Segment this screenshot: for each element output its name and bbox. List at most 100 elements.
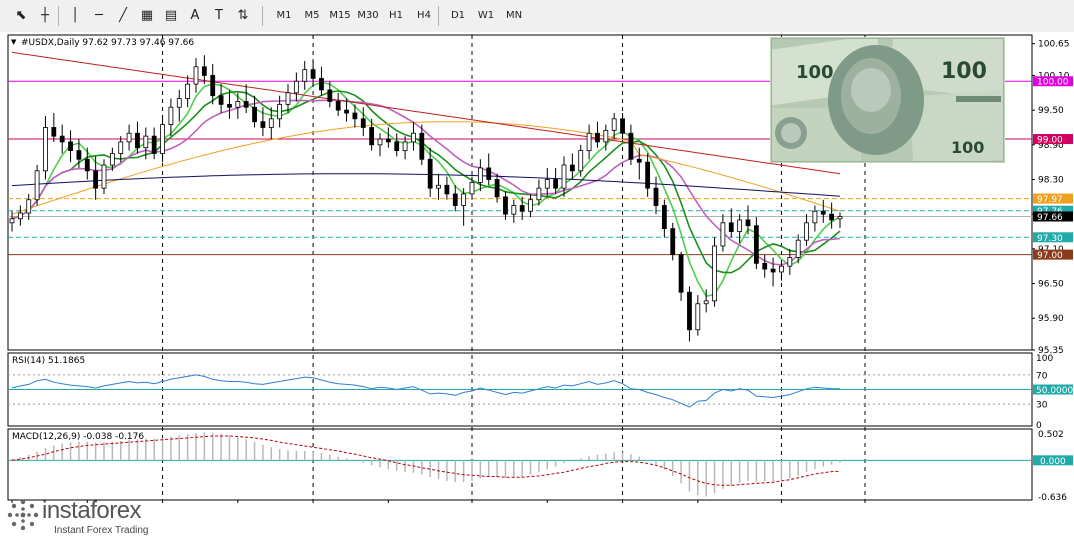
- moving-average-13-line: [11, 99, 841, 266]
- candle-body: [678, 254, 684, 293]
- timeframe-button-h1[interactable]: H1: [389, 10, 403, 21]
- candle-body: [327, 89, 333, 102]
- macd-signal-line: [11, 435, 841, 486]
- svg-text:100: 100: [941, 59, 987, 84]
- rsi-tick-label: 0: [1036, 421, 1042, 431]
- candle-body: [645, 161, 651, 189]
- price-level-tag: [1033, 134, 1073, 145]
- candle-body: [260, 121, 266, 128]
- candle-body: [268, 118, 274, 128]
- timeframe-button-m5[interactable]: M5: [304, 10, 320, 21]
- brand-name: instaforex: [42, 497, 142, 524]
- cursor-icon[interactable]: ⬉: [15, 8, 27, 23]
- candle-body: [126, 132, 132, 143]
- candle-body: [812, 210, 818, 224]
- timeframe-button-m1[interactable]: M1: [276, 10, 292, 21]
- candle-body: [319, 77, 324, 91]
- channel-icon[interactable]: ▤: [164, 8, 178, 23]
- candle-body: [51, 127, 57, 137]
- price-level-label: 97.00: [1037, 251, 1063, 261]
- price-level-label: 99.00: [1037, 136, 1063, 146]
- candle-body: [636, 158, 642, 163]
- text-icon[interactable]: A: [190, 8, 200, 23]
- macd-label: MACD(12,26,9) -0.038 -0.176: [12, 432, 144, 442]
- price-level-tag: [1033, 76, 1073, 87]
- timeframe-button-w1[interactable]: W1: [477, 10, 495, 21]
- candle-body: [59, 135, 65, 143]
- price-level-tag: [1033, 193, 1073, 204]
- candle-body: [310, 69, 316, 79]
- candle-body: [118, 141, 124, 154]
- rsi-tick-label: 100: [1036, 354, 1053, 364]
- candle-body: [168, 106, 174, 125]
- candle-body: [210, 75, 216, 97]
- candle-body: [536, 187, 542, 201]
- candle-body: [762, 262, 768, 270]
- crosshair-icon[interactable]: ┼: [41, 8, 49, 23]
- candle-body: [461, 193, 467, 206]
- svg-text:100: 100: [951, 138, 984, 157]
- candle-body: [402, 141, 408, 151]
- candle-body: [235, 101, 241, 108]
- candle-body: [569, 164, 575, 172]
- candle-body: [795, 239, 801, 258]
- timeframe-button-h4[interactable]: H4: [417, 10, 431, 21]
- candle-body: [586, 132, 592, 151]
- price-tick-label: 100.65: [1038, 40, 1070, 50]
- price-level-tag: [1033, 232, 1073, 243]
- candle-body: [360, 118, 366, 128]
- vertical-line-icon[interactable]: │: [71, 8, 79, 23]
- rsi-tick-label: 50.0000: [1036, 386, 1073, 396]
- candle-body: [227, 103, 232, 108]
- candle-body: [9, 218, 15, 224]
- macd-tick-label: -0.636: [1038, 493, 1067, 503]
- candle-body: [344, 109, 349, 114]
- candle-body: [285, 92, 291, 105]
- candle-body: [494, 179, 500, 198]
- candle-body: [528, 199, 533, 212]
- candle-body: [34, 170, 40, 201]
- price-level-label: 100.00: [1037, 78, 1069, 88]
- brand-tagline: Instant Forex Trading: [54, 525, 149, 536]
- candle-body: [68, 141, 73, 151]
- rsi-tick-label: 70: [1036, 371, 1048, 381]
- candle-body: [176, 98, 182, 108]
- candle-body: [277, 103, 283, 120]
- candle-body: [93, 170, 99, 189]
- candle-body: [519, 205, 525, 212]
- candle-body: [703, 300, 709, 305]
- timeframe-button-mn[interactable]: MN: [505, 10, 523, 21]
- price-tick-label: 95.35: [1038, 346, 1064, 356]
- trendline-icon[interactable]: ╱: [119, 8, 127, 23]
- horizontal-line-icon[interactable]: ─: [95, 8, 103, 23]
- candle-body: [385, 138, 391, 143]
- toolbar-separator: [438, 6, 439, 26]
- price-tick-label: 96.50: [1038, 280, 1064, 290]
- macd-zero-tag: [1033, 455, 1073, 466]
- arrows-icon[interactable]: ⇅: [237, 8, 249, 23]
- candle-body: [820, 210, 826, 215]
- candle-body: [779, 265, 784, 273]
- candle-body: [661, 205, 667, 230]
- price-tick-label: 99.50: [1038, 106, 1064, 116]
- fibonacci-icon[interactable]: ▦: [140, 8, 154, 23]
- candle-body: [76, 150, 82, 160]
- text-label-icon[interactable]: T: [215, 8, 223, 23]
- chart-window[interactable]: 100.65100.1099.5098.9098.3097.7097.1096.…: [0, 32, 1074, 536]
- timeframe-button-m15[interactable]: M15: [329, 10, 351, 21]
- moving-average-50-line: [11, 121, 841, 215]
- candle-body: [377, 138, 383, 146]
- moving-average-5-line: [11, 81, 841, 298]
- candle-body: [603, 129, 609, 143]
- price-level-tag: [1033, 205, 1073, 216]
- candle-body: [628, 132, 634, 160]
- price-level-tag: [1033, 249, 1073, 260]
- price-level-label: 97.97: [1037, 195, 1063, 205]
- candle-body: [84, 158, 90, 172]
- timeframe-button-d1[interactable]: D1: [450, 10, 466, 21]
- candle-body: [419, 132, 425, 160]
- candle-body: [26, 199, 32, 214]
- timeframe-button-m30[interactable]: M30: [357, 10, 379, 21]
- candle-body: [185, 83, 191, 99]
- current-price-label: 97.66: [1037, 213, 1063, 223]
